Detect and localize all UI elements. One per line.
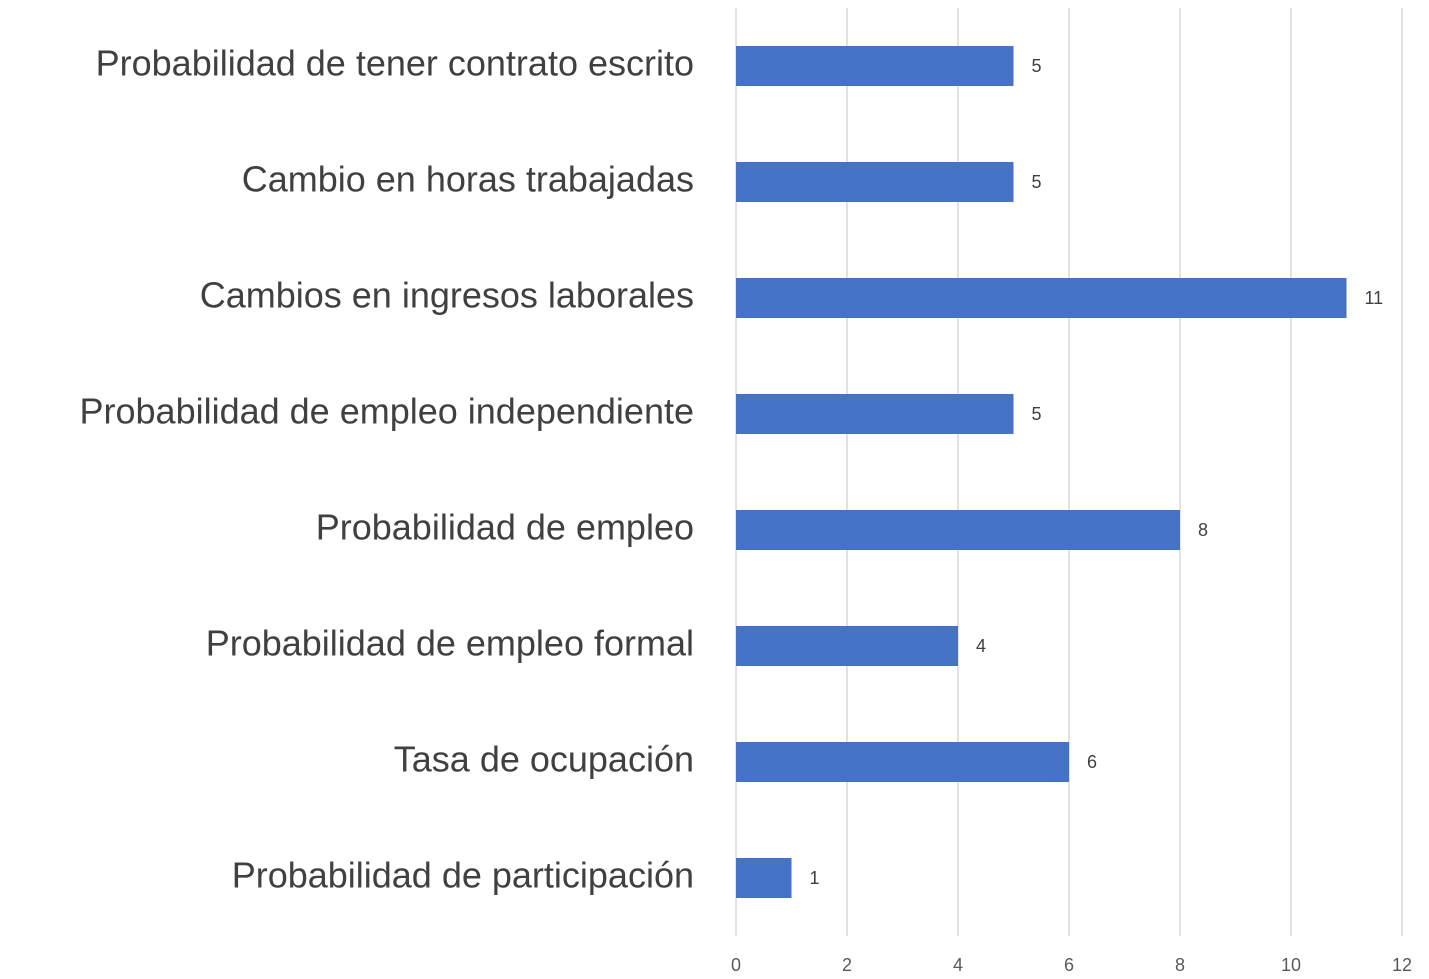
value-label: 1 xyxy=(810,868,820,888)
value-label: 4 xyxy=(976,636,986,656)
y-tick-label: Probabilidad de participación xyxy=(232,855,694,896)
y-tick-label: Probabilidad de empleo xyxy=(316,507,694,548)
bar xyxy=(736,626,958,666)
x-tick-label: 6 xyxy=(1064,955,1074,975)
value-label: 5 xyxy=(1032,56,1042,76)
value-label: 5 xyxy=(1032,172,1042,192)
x-tick-label: 0 xyxy=(731,955,741,975)
y-tick-label: Cambio en horas trabajadas xyxy=(242,159,694,200)
bar xyxy=(736,510,1180,550)
bar xyxy=(736,162,1014,202)
y-tick-label: Probabilidad de tener contrato escrito xyxy=(96,43,694,84)
x-tick-label: 12 xyxy=(1392,955,1412,975)
value-label: 11 xyxy=(1365,288,1384,308)
y-tick-label: Probabilidad de empleo formal xyxy=(206,623,694,664)
bar xyxy=(736,46,1014,86)
bar xyxy=(736,858,792,898)
y-tick-label: Probabilidad de empleo independiente xyxy=(80,391,694,432)
x-tick-label: 8 xyxy=(1175,955,1185,975)
y-tick-label: Cambios en ingresos laborales xyxy=(200,275,694,316)
x-tick-label: 2 xyxy=(842,955,852,975)
value-label: 5 xyxy=(1032,404,1042,424)
y-tick-label: Tasa de ocupación xyxy=(394,739,694,780)
value-label: 8 xyxy=(1198,520,1208,540)
bar xyxy=(736,742,1069,782)
bar xyxy=(736,278,1347,318)
bar xyxy=(736,394,1014,434)
x-tick-label: 10 xyxy=(1281,955,1301,975)
x-tick-label: 4 xyxy=(953,955,963,975)
value-label: 6 xyxy=(1087,752,1097,772)
